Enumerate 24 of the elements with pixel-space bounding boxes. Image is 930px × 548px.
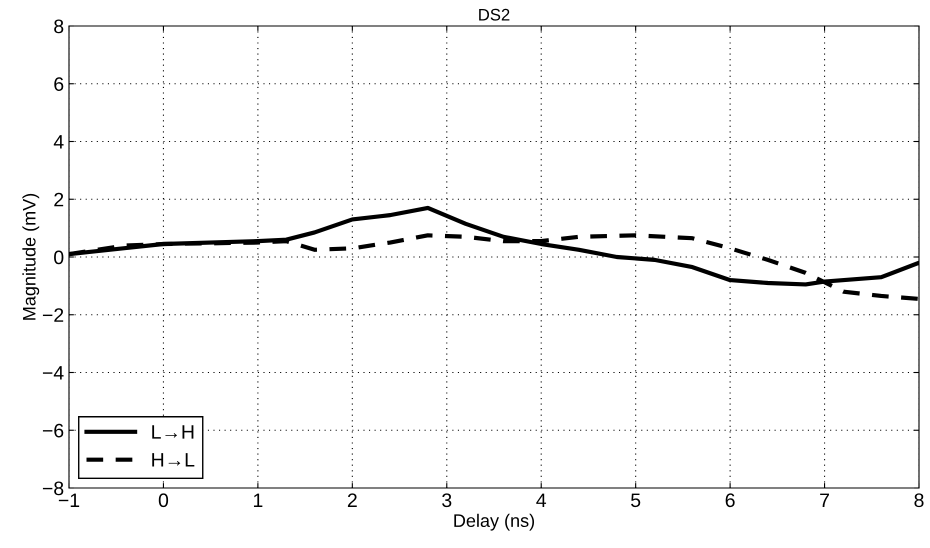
x-tick-label: 7 bbox=[820, 494, 829, 507]
y-tick-label: 2 bbox=[54, 192, 64, 206]
y-tick-label: −6 bbox=[42, 424, 64, 438]
x-tick-label: 6 bbox=[726, 493, 735, 508]
y-tick-label: 6 bbox=[54, 77, 64, 91]
x-tick-label: 5 bbox=[631, 494, 640, 508]
x-tick-label: 3 bbox=[442, 493, 452, 508]
x-tick-label: 4 bbox=[536, 494, 546, 507]
chart-title: DS2 bbox=[479, 8, 510, 21]
x-tick-label: 1 bbox=[254, 494, 262, 507]
y-axis-title: Magnitude (mV) bbox=[22, 194, 40, 320]
x-tick-label: 0 bbox=[158, 493, 168, 508]
y-tick-label: −4 bbox=[42, 366, 64, 380]
legend-label: L→H bbox=[152, 425, 194, 439]
y-tick-label: 0 bbox=[54, 250, 64, 264]
y-tick-label: −2 bbox=[42, 308, 64, 322]
y-tick-label: 4 bbox=[54, 135, 64, 149]
legend-label: H→L bbox=[152, 453, 194, 466]
y-tick-label: −8 bbox=[42, 481, 64, 496]
y-tick-label: 8 bbox=[54, 19, 64, 34]
x-tick-label: 8 bbox=[914, 493, 924, 508]
x-axis-title: Delay (ns) bbox=[454, 514, 534, 531]
x-tick-label: −1 bbox=[58, 494, 80, 507]
x-tick-label: 2 bbox=[348, 493, 357, 507]
